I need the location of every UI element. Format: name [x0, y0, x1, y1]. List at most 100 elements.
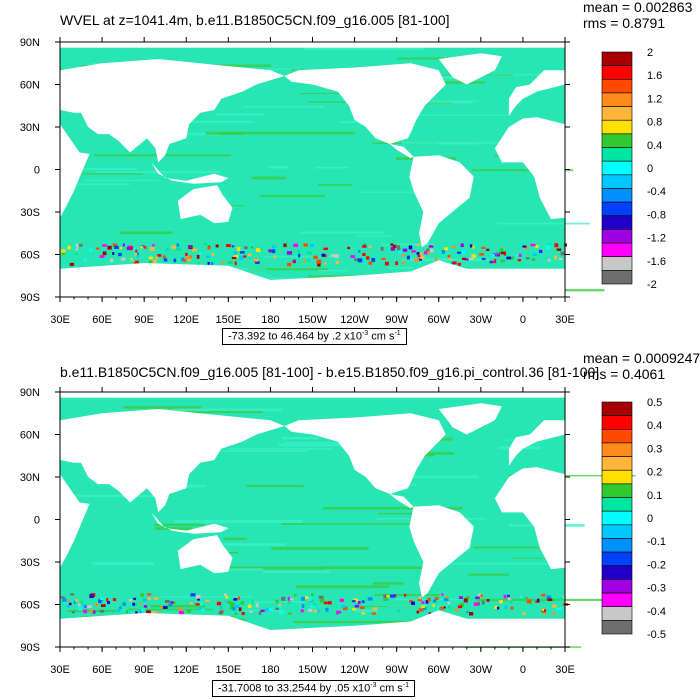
ocean-band — [173, 408, 283, 412]
land-polygon — [494, 467, 565, 570]
ocean-band — [468, 573, 509, 576]
noise-cell — [473, 602, 479, 606]
noise-cell — [178, 607, 183, 612]
noise-cell — [162, 606, 168, 609]
noise-cell — [247, 253, 252, 257]
noise-cell — [307, 608, 313, 612]
noise-cell — [424, 251, 429, 255]
x-tick-label: 90W — [385, 314, 408, 326]
noise-cell — [62, 598, 67, 602]
colorbar-label: -0.5 — [647, 629, 666, 641]
noise-cell — [541, 593, 546, 597]
ocean-band — [70, 494, 163, 498]
ocean-band — [278, 443, 346, 447]
noise-cell — [313, 255, 318, 259]
noise-cell — [457, 251, 462, 254]
noise-cell — [443, 247, 449, 251]
noise-cell — [317, 609, 320, 613]
antarctic-mask — [60, 630, 565, 647]
land-polygon — [389, 494, 414, 509]
ocean-band — [214, 568, 264, 571]
noise-cell — [367, 597, 373, 601]
noise-cell — [112, 243, 118, 247]
noise-cell — [229, 602, 235, 606]
noise-cell — [151, 611, 157, 615]
noise-cell — [524, 246, 529, 250]
colorbar-swatch — [601, 133, 633, 148]
noise-cell — [481, 246, 486, 249]
noise-cell — [435, 257, 438, 262]
ocean-band — [150, 604, 206, 608]
noise-cell — [499, 248, 504, 252]
noise-cell — [98, 599, 102, 604]
noise-cell — [386, 594, 390, 598]
noise-cell — [500, 259, 505, 263]
ocean-band — [92, 562, 155, 565]
colorbar-label: 0 — [647, 163, 653, 175]
noise-cell — [268, 607, 273, 612]
noise-cell — [526, 599, 532, 604]
noise-cell — [244, 246, 248, 250]
noise-cell — [358, 250, 361, 253]
noise-cell — [303, 259, 306, 263]
noise-cell — [316, 259, 322, 264]
noise-cell — [380, 246, 384, 251]
noise-cell — [307, 258, 311, 262]
y-tick-label: 90N — [20, 387, 40, 399]
noise-cell — [357, 258, 363, 263]
range-unit: cm s — [376, 682, 403, 695]
ocean-band — [511, 557, 565, 559]
noise-cell — [155, 256, 159, 260]
noise-cell — [432, 603, 435, 608]
ocean-band — [323, 507, 463, 510]
noise-cell — [78, 603, 81, 607]
ocean-band — [304, 47, 424, 51]
ocean-band — [216, 268, 267, 271]
ocean-band — [317, 183, 353, 186]
noise-cell — [325, 607, 329, 612]
x-tick-label: 180 — [261, 314, 279, 326]
noise-cell — [237, 596, 241, 600]
noise-cell — [116, 609, 120, 613]
noise-cell — [168, 603, 173, 607]
noise-cell — [145, 610, 151, 614]
noise-cell — [402, 248, 408, 252]
noise-cell — [463, 598, 468, 603]
noise-cell — [432, 599, 437, 603]
noise-cell — [522, 245, 527, 248]
noise-cell — [354, 258, 359, 261]
noise-cell — [339, 598, 344, 602]
noise-cell — [538, 249, 543, 254]
noise-cell — [136, 255, 139, 259]
noise-cell — [271, 245, 276, 249]
noise-cell — [354, 604, 360, 608]
range-unit-exponent: -1 — [402, 682, 410, 689]
noise-cell — [341, 604, 346, 609]
noise-cell — [486, 248, 490, 251]
noise-cell — [313, 609, 318, 613]
x-tick-label: 0 — [520, 664, 526, 676]
colorbar-swatch — [601, 160, 633, 176]
noise-cell — [283, 243, 287, 248]
noise-cell — [351, 608, 357, 611]
ocean-band — [174, 520, 304, 523]
ocean-band — [246, 484, 304, 488]
noise-cell — [390, 594, 395, 598]
noise-cell — [71, 611, 75, 614]
ocean-band — [339, 120, 368, 124]
noise-cell — [310, 593, 314, 597]
noise-cell — [410, 601, 415, 605]
y-tick-label: 30N — [20, 122, 40, 134]
noise-cell — [69, 262, 75, 266]
noise-cell — [554, 243, 559, 248]
noise-cell — [249, 610, 253, 613]
noise-cell — [128, 599, 133, 602]
colorbar-label: -1.6 — [647, 256, 666, 268]
noise-cell — [233, 254, 239, 258]
noise-cell — [205, 599, 210, 602]
y-tick-label: 60S — [20, 250, 40, 262]
land-polygon — [151, 162, 229, 184]
colorbar-swatch — [601, 565, 633, 580]
noise-cell — [460, 243, 464, 248]
noise-cell — [496, 606, 500, 610]
